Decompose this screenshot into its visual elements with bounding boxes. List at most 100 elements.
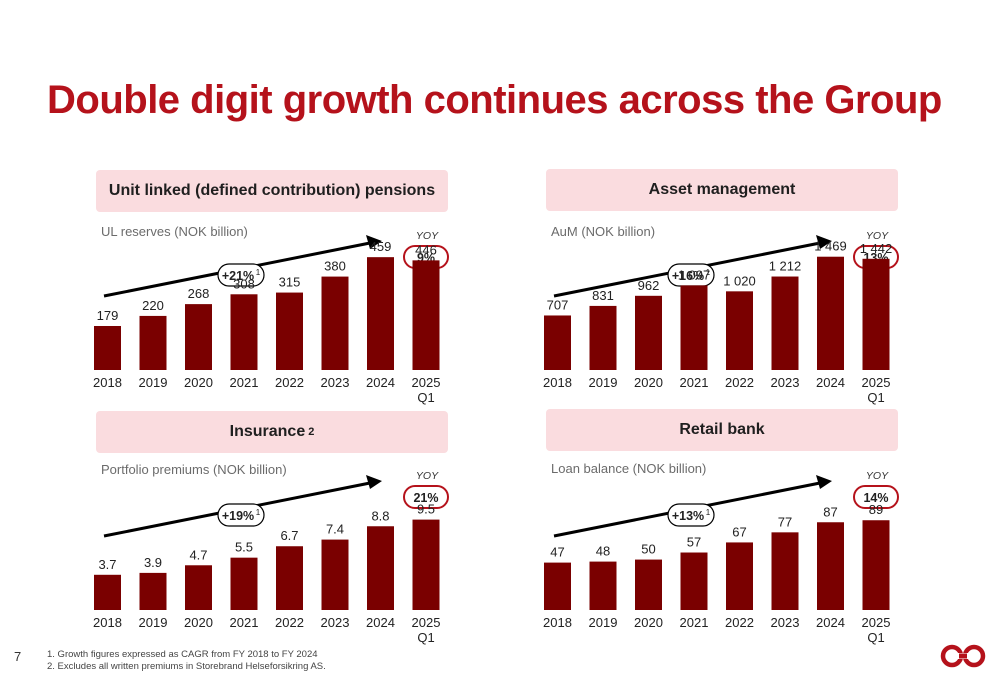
panel-header-insurance: Insurance 2 — [96, 411, 448, 453]
x-tick-label: 2023 — [321, 375, 350, 390]
bar — [321, 539, 349, 610]
x-tick-label: 2025 — [412, 375, 441, 390]
bar — [276, 292, 303, 370]
bar — [139, 572, 167, 610]
yoy-label: YOY — [416, 230, 439, 242]
panel-title: Asset management — [648, 181, 796, 198]
bar — [321, 276, 349, 370]
x-tick-label: 2019 — [589, 615, 618, 630]
yoy-value: 14% — [863, 491, 888, 505]
x-tick-label: 2018 — [93, 615, 122, 630]
x-tick-label: 2023 — [771, 375, 800, 390]
bar — [367, 257, 394, 370]
x-tick-label: 2024 — [816, 615, 845, 630]
x-tick-label: 2025 — [862, 615, 891, 630]
bar — [862, 258, 890, 370]
yoy-label: YOY — [416, 470, 439, 482]
chart-unit-linked: +21% 1YOY9%179201822020192682020308202131… — [93, 230, 449, 405]
bar — [94, 574, 121, 610]
page-title: Double digit growth continues across the… — [47, 78, 942, 122]
cagr-value: +19% — [222, 509, 254, 523]
data-label: 308 — [233, 276, 255, 291]
storebrand-logo-icon — [940, 644, 986, 668]
bar — [185, 565, 212, 610]
data-label: 4.7 — [189, 547, 207, 562]
x-tick-label: 2018 — [93, 375, 122, 390]
x-tick-label: 2018 — [543, 615, 572, 630]
x-tick-label: 2020 — [184, 615, 213, 630]
data-label: 1 097 — [678, 267, 711, 282]
data-label: 77 — [778, 514, 792, 529]
data-label: 8.8 — [371, 508, 389, 523]
data-label: 6.7 — [280, 528, 298, 543]
panel-subtitle: Portfolio premiums (NOK billion) — [101, 462, 287, 477]
panel-title: Insurance — [229, 423, 306, 440]
bar — [230, 294, 258, 370]
data-label: 87 — [823, 504, 837, 519]
bar — [185, 304, 212, 370]
x-tick-label: 2024 — [816, 375, 845, 390]
bar — [276, 546, 303, 610]
bar — [726, 542, 753, 610]
x-tick-label: 2025 — [412, 615, 441, 630]
panel-subtitle: UL reserves (NOK billion) — [101, 224, 248, 239]
x-tick-label: 2021 — [680, 615, 709, 630]
data-label: 380 — [324, 259, 346, 274]
bar — [139, 315, 167, 370]
bar — [862, 520, 890, 610]
x-tick-label: 2019 — [139, 615, 168, 630]
data-label: 459 — [370, 239, 392, 254]
page-number: 7 — [14, 649, 22, 664]
footnote: 1. Growth figures expressed as CAGR from… — [47, 649, 318, 660]
x-tick-label: 2019 — [139, 375, 168, 390]
data-label: 446 — [415, 242, 437, 257]
data-label: 47 — [550, 545, 564, 560]
x-tick-label: 2021 — [680, 375, 709, 390]
bar — [726, 291, 753, 370]
yoy-label: YOY — [866, 230, 889, 242]
x-tick-label: 2024 — [366, 375, 395, 390]
bar — [412, 519, 440, 610]
data-label: 57 — [687, 535, 701, 550]
cagr-footnote-mark: 1 — [256, 268, 261, 277]
data-label: 67 — [732, 524, 746, 539]
bar — [817, 256, 844, 370]
bar — [230, 557, 258, 610]
panel-title: Retail bank — [679, 421, 765, 438]
bar — [589, 561, 617, 610]
data-label: 7.4 — [326, 522, 344, 537]
bar — [817, 522, 844, 610]
data-label: 1 212 — [769, 259, 802, 274]
x-tick-sublabel: Q1 — [867, 390, 884, 405]
cagr-badge: +19% 1 — [217, 503, 265, 527]
panel-header-unit-linked: Unit linked (defined contribution) pensi… — [96, 170, 448, 212]
bar — [635, 295, 662, 370]
data-label: 831 — [592, 288, 614, 303]
panel-title: Unit linked (defined contribution) pensi… — [108, 182, 436, 199]
bar — [680, 285, 708, 370]
data-label: 1 442 — [860, 241, 893, 256]
bar — [412, 260, 440, 370]
data-label: 1 020 — [723, 273, 756, 288]
bar — [94, 325, 121, 370]
yoy-value: 21% — [413, 491, 438, 505]
yoy-label: YOY — [866, 470, 889, 482]
footnote: 2. Excludes all written premiums in Stor… — [47, 661, 326, 672]
x-tick-label: 2020 — [634, 615, 663, 630]
x-tick-label: 2025 — [862, 375, 891, 390]
data-label: 89 — [869, 502, 883, 517]
bar — [635, 559, 662, 610]
data-label: 48 — [596, 544, 610, 559]
bar — [680, 552, 708, 610]
x-tick-label: 2021 — [230, 375, 259, 390]
cagr-footnote-mark: 1 — [706, 508, 711, 517]
cagr-badge: +16% 1 — [667, 263, 715, 287]
x-tick-label: 2019 — [589, 375, 618, 390]
x-tick-label: 2022 — [725, 615, 754, 630]
panel-subtitle: Loan balance (NOK billion) — [551, 461, 707, 476]
panel-title-footnote-mark: 2 — [308, 426, 315, 438]
cagr-value: +13% — [672, 509, 704, 523]
x-tick-label: 2023 — [771, 615, 800, 630]
data-label: 9.5 — [417, 502, 435, 517]
